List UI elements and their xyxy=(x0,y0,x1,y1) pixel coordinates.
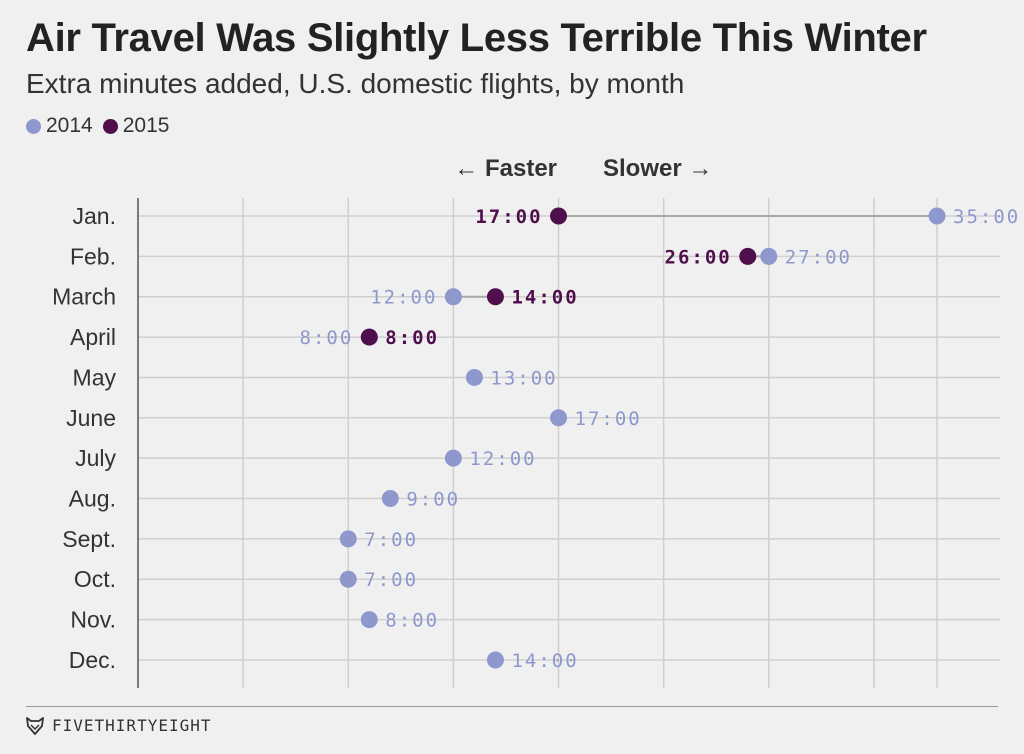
legend-item-2015: 2015 xyxy=(102,114,170,138)
month-label-8: Sept. xyxy=(62,526,116,552)
month-labels: Jan. Feb. March April May June July Aug. Sept. Oc… xyxy=(52,203,116,673)
month-label-7: Aug. xyxy=(69,486,116,512)
data-labels: 35:00 17:00 27:00 26:00 12:00 14:00 8:00 8:00 13… xyxy=(300,206,1020,672)
month-label-5: June xyxy=(66,405,116,431)
month-label-6: July xyxy=(75,445,116,471)
legend-label-2015: 2015 xyxy=(122,114,170,137)
label-2014-5: 17:00 xyxy=(575,408,642,430)
dot-2015-3 xyxy=(360,328,378,346)
slower-label: Slower → xyxy=(603,155,712,182)
footer-divider xyxy=(26,706,998,707)
fox-icon xyxy=(26,716,44,735)
label-2015-1: 26:00 xyxy=(665,246,732,268)
dot-2015-0 xyxy=(550,207,568,225)
dot-2014-5 xyxy=(550,409,568,427)
dot-2014-6 xyxy=(444,449,462,467)
dot-2014-4 xyxy=(465,368,483,386)
brand-name: FIVETHIRTYEIGHT xyxy=(52,716,212,735)
month-label-11: Dec. xyxy=(69,647,116,673)
month-label-2: March xyxy=(52,284,116,310)
label-2014-2: 12:00 xyxy=(370,287,437,309)
dot-2014-11 xyxy=(486,651,504,669)
month-label-3: April xyxy=(70,324,116,350)
label-2014-1: 27:00 xyxy=(785,246,852,268)
label-2014-9: 7:00 xyxy=(364,569,418,591)
month-label-4: May xyxy=(73,364,117,390)
label-2014-6: 12:00 xyxy=(469,448,536,470)
dot-2014-7 xyxy=(381,490,399,508)
dot-plot-chart: ← Faster Slower → Jan.Feb.MarchAprilMayJ… xyxy=(52,155,1020,688)
label-2014-11: 14:00 xyxy=(511,650,578,672)
legend-dot-2015 xyxy=(102,118,118,134)
label-2014-3: 8:00 xyxy=(300,327,354,349)
legend-item-2014: 2014 xyxy=(26,114,93,138)
dot-2014-9 xyxy=(339,570,357,588)
brand: FIVETHIRTYEIGHT xyxy=(26,716,212,735)
label-2015-3: 8:00 xyxy=(385,327,439,349)
row-lines xyxy=(138,215,1000,661)
month-label-10: Nov. xyxy=(70,607,116,633)
data-points xyxy=(339,207,946,669)
dot-2014-1 xyxy=(760,247,778,265)
label-2014-4: 13:00 xyxy=(490,367,557,389)
label-2014-0: 35:00 xyxy=(953,206,1020,228)
month-label-0: Jan. xyxy=(73,203,116,229)
month-label-9: Oct. xyxy=(74,566,116,592)
dot-2014-8 xyxy=(339,530,357,548)
legend-dot-2014 xyxy=(26,118,41,134)
month-label-1: Feb. xyxy=(70,243,116,269)
chart-title: Air Travel Was Slightly Less Terrible Th… xyxy=(26,16,927,60)
label-2014-10: 8:00 xyxy=(385,610,439,632)
legend-label-2014: 2014 xyxy=(46,114,93,137)
dot-2014-0 xyxy=(928,207,946,225)
chart-subtitle: Extra minutes added, U.S. domestic fligh… xyxy=(26,68,685,99)
label-2015-0: 17:00 xyxy=(475,206,542,228)
dot-2014-2 xyxy=(444,288,462,306)
dot-2014-10 xyxy=(360,611,378,629)
label-2014-8: 7:00 xyxy=(364,529,418,551)
legend: 2014 2015 xyxy=(26,114,179,138)
gridlines xyxy=(242,198,938,688)
dot-2015-2 xyxy=(486,288,504,306)
dot-2015-1 xyxy=(739,247,757,265)
label-2015-2: 14:00 xyxy=(511,287,578,309)
faster-label: ← Faster xyxy=(454,155,557,182)
label-2014-7: 9:00 xyxy=(406,489,460,511)
